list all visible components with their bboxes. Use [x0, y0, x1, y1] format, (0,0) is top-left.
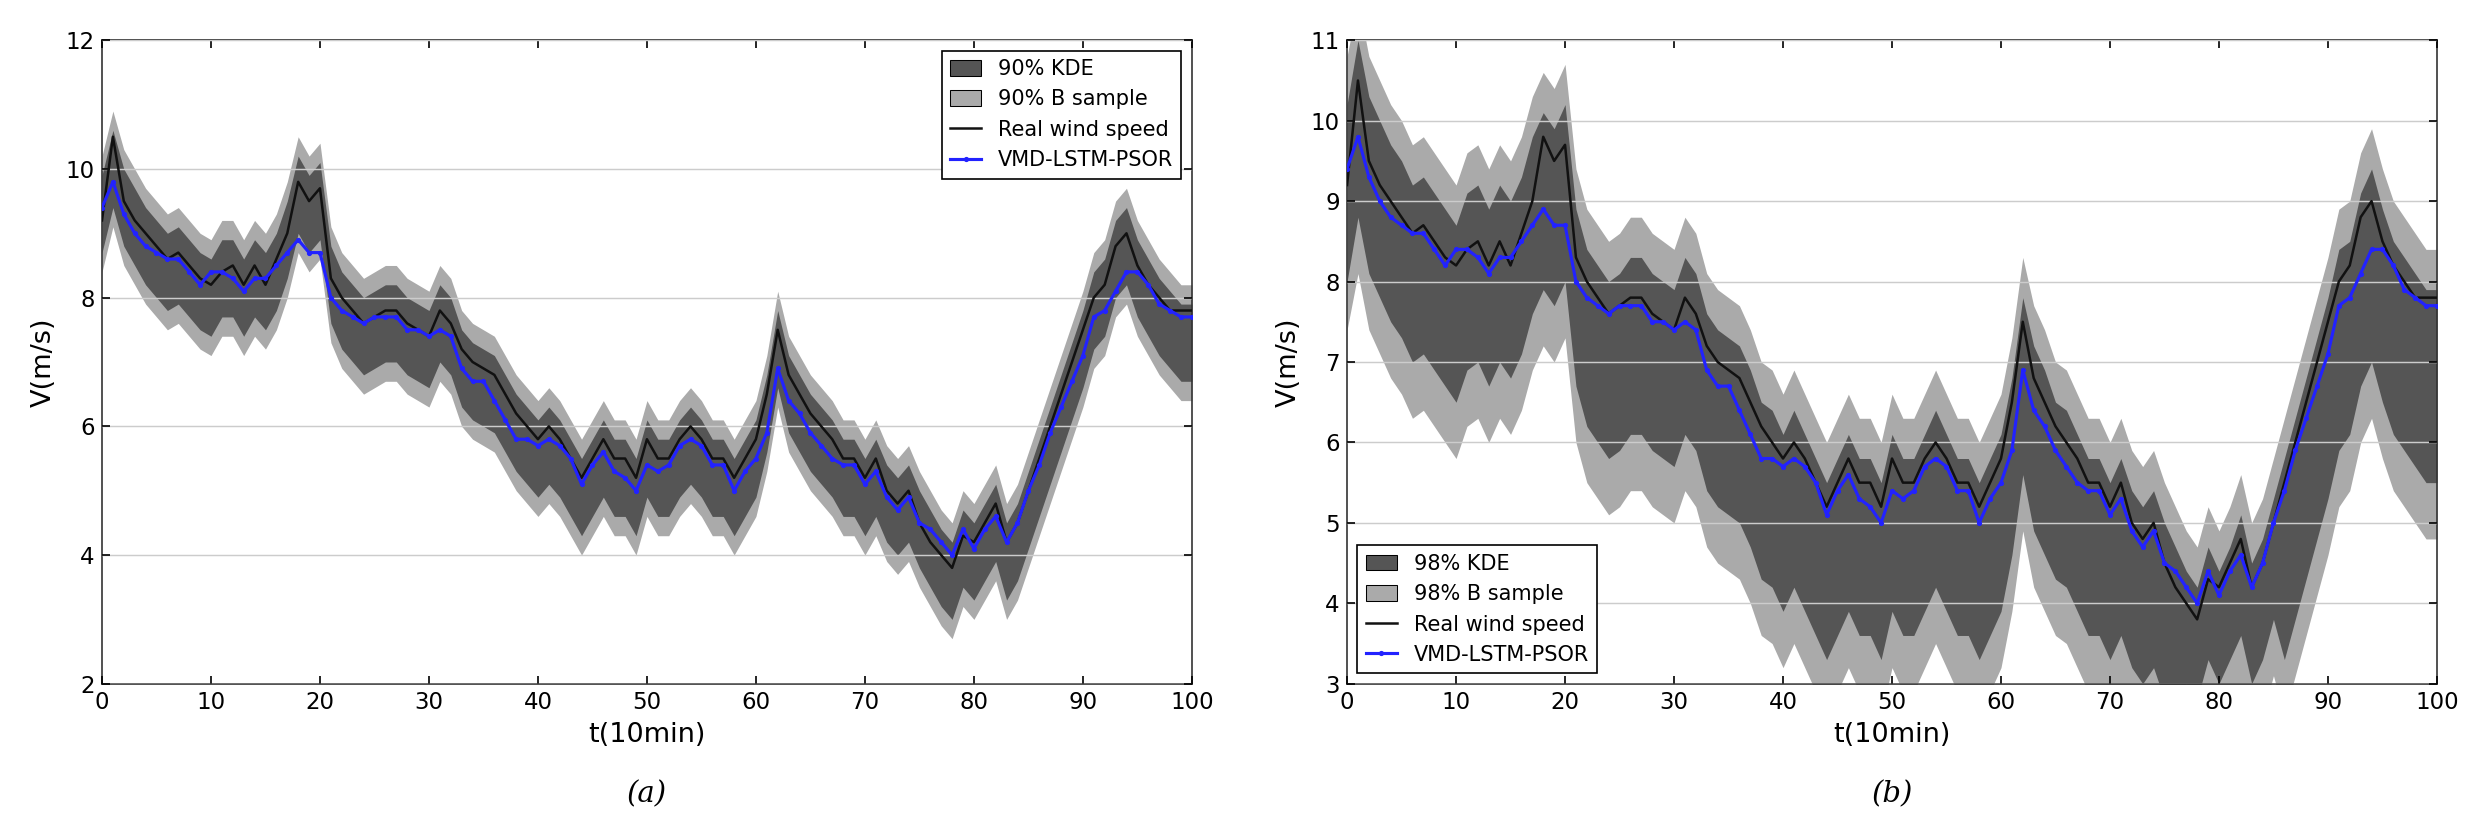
Text: (b): (b) — [1872, 780, 1912, 808]
Y-axis label: V(m/s): V(m/s) — [1277, 318, 1302, 407]
X-axis label: t(10min): t(10min) — [1833, 722, 1950, 748]
Y-axis label: V(m/s): V(m/s) — [32, 318, 57, 407]
Legend: 90% KDE, 90% B sample, Real wind speed, VMD-LSTM-PSOR: 90% KDE, 90% B sample, Real wind speed, … — [941, 50, 1180, 179]
Legend: 98% KDE, 98% B sample, Real wind speed, VMD-LSTM-PSOR: 98% KDE, 98% B sample, Real wind speed, … — [1357, 545, 1596, 674]
X-axis label: t(10min): t(10min) — [588, 722, 705, 748]
Text: (a): (a) — [627, 780, 667, 808]
